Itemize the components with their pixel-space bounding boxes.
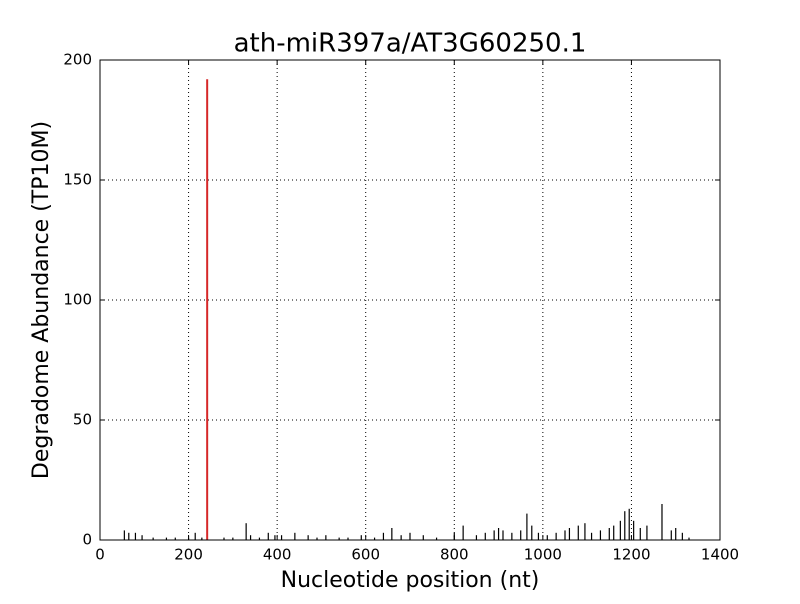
y-tick-label: 100	[63, 291, 92, 309]
y-tick-label: 50	[73, 411, 92, 429]
y-axis-label: Degradome Abundance (TP10M)	[29, 121, 54, 479]
x-tick-label: 800	[440, 546, 469, 564]
y-tick-label: 200	[63, 51, 92, 69]
x-tick-label: 1400	[701, 546, 739, 564]
x-tick-label: 1200	[612, 546, 650, 564]
x-tick-label: 600	[351, 546, 380, 564]
chart-title: ath-miR397a/AT3G60250.1	[234, 29, 587, 59]
y-tick-label: 0	[82, 531, 92, 549]
plot-frame	[99, 59, 721, 541]
y-tick-label: 150	[63, 171, 92, 189]
x-tick-label: 400	[263, 546, 292, 564]
x-tick-label: 0	[95, 546, 105, 564]
x-tick-label: 200	[174, 546, 203, 564]
x-tick-label: 1000	[524, 546, 562, 564]
x-axis-label: Nucleotide position (nt)	[281, 568, 540, 593]
